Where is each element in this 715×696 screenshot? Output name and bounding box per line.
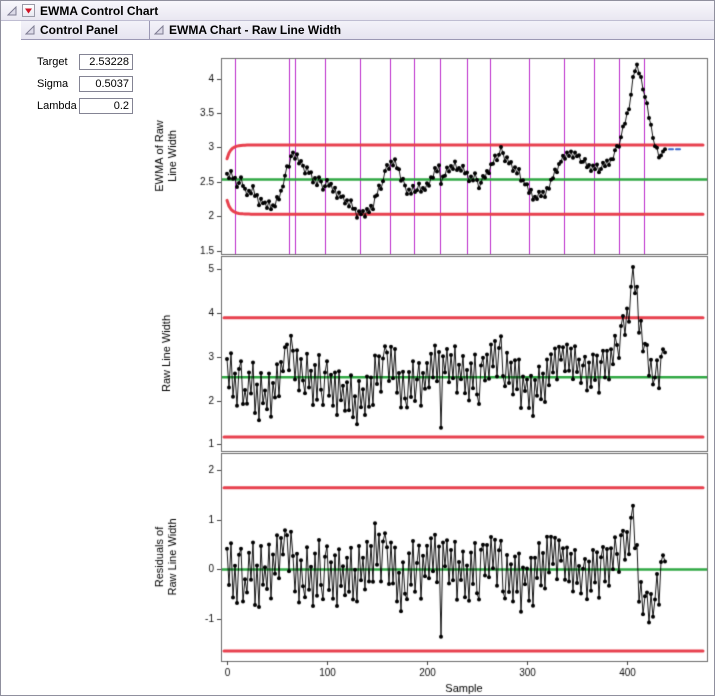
ewma-chart-title: EWMA Chart - Raw Line Width [169, 23, 342, 37]
report-title: EWMA Control Chart [40, 3, 159, 18]
left-gutter [1, 21, 21, 40]
chart-area [147, 40, 714, 695]
control-panel: Target Sigma Lambda [1, 40, 147, 695]
target-field-row: Target [37, 54, 147, 70]
target-input[interactable] [79, 54, 133, 70]
control-panel-title: Control Panel [40, 23, 119, 37]
sigma-input[interactable] [79, 76, 133, 92]
red-triangle-menu-icon[interactable] [22, 4, 35, 17]
sigma-label: Sigma [37, 78, 69, 90]
lambda-input[interactable] [79, 98, 133, 114]
control-panel-header: Control Panel [21, 21, 149, 40]
ewma-chart-canvas[interactable] [147, 40, 714, 695]
disclosure-triangle-icon[interactable] [154, 25, 164, 35]
target-label: Target [37, 56, 68, 68]
sigma-field-row: Sigma [37, 76, 147, 92]
report-body: Target Sigma Lambda [1, 40, 714, 695]
report-title-bar: EWMA Control Chart [1, 1, 714, 21]
disclosure-triangle-icon[interactable] [7, 5, 17, 16]
lambda-field-row: Lambda [37, 98, 147, 114]
outline-header-row: Control Panel EWMA Chart - Raw Line Widt… [1, 21, 714, 40]
disclosure-triangle-icon[interactable] [25, 25, 35, 35]
ewma-chart-header: EWMA Chart - Raw Line Width [149, 21, 714, 40]
lambda-label: Lambda [37, 100, 77, 112]
